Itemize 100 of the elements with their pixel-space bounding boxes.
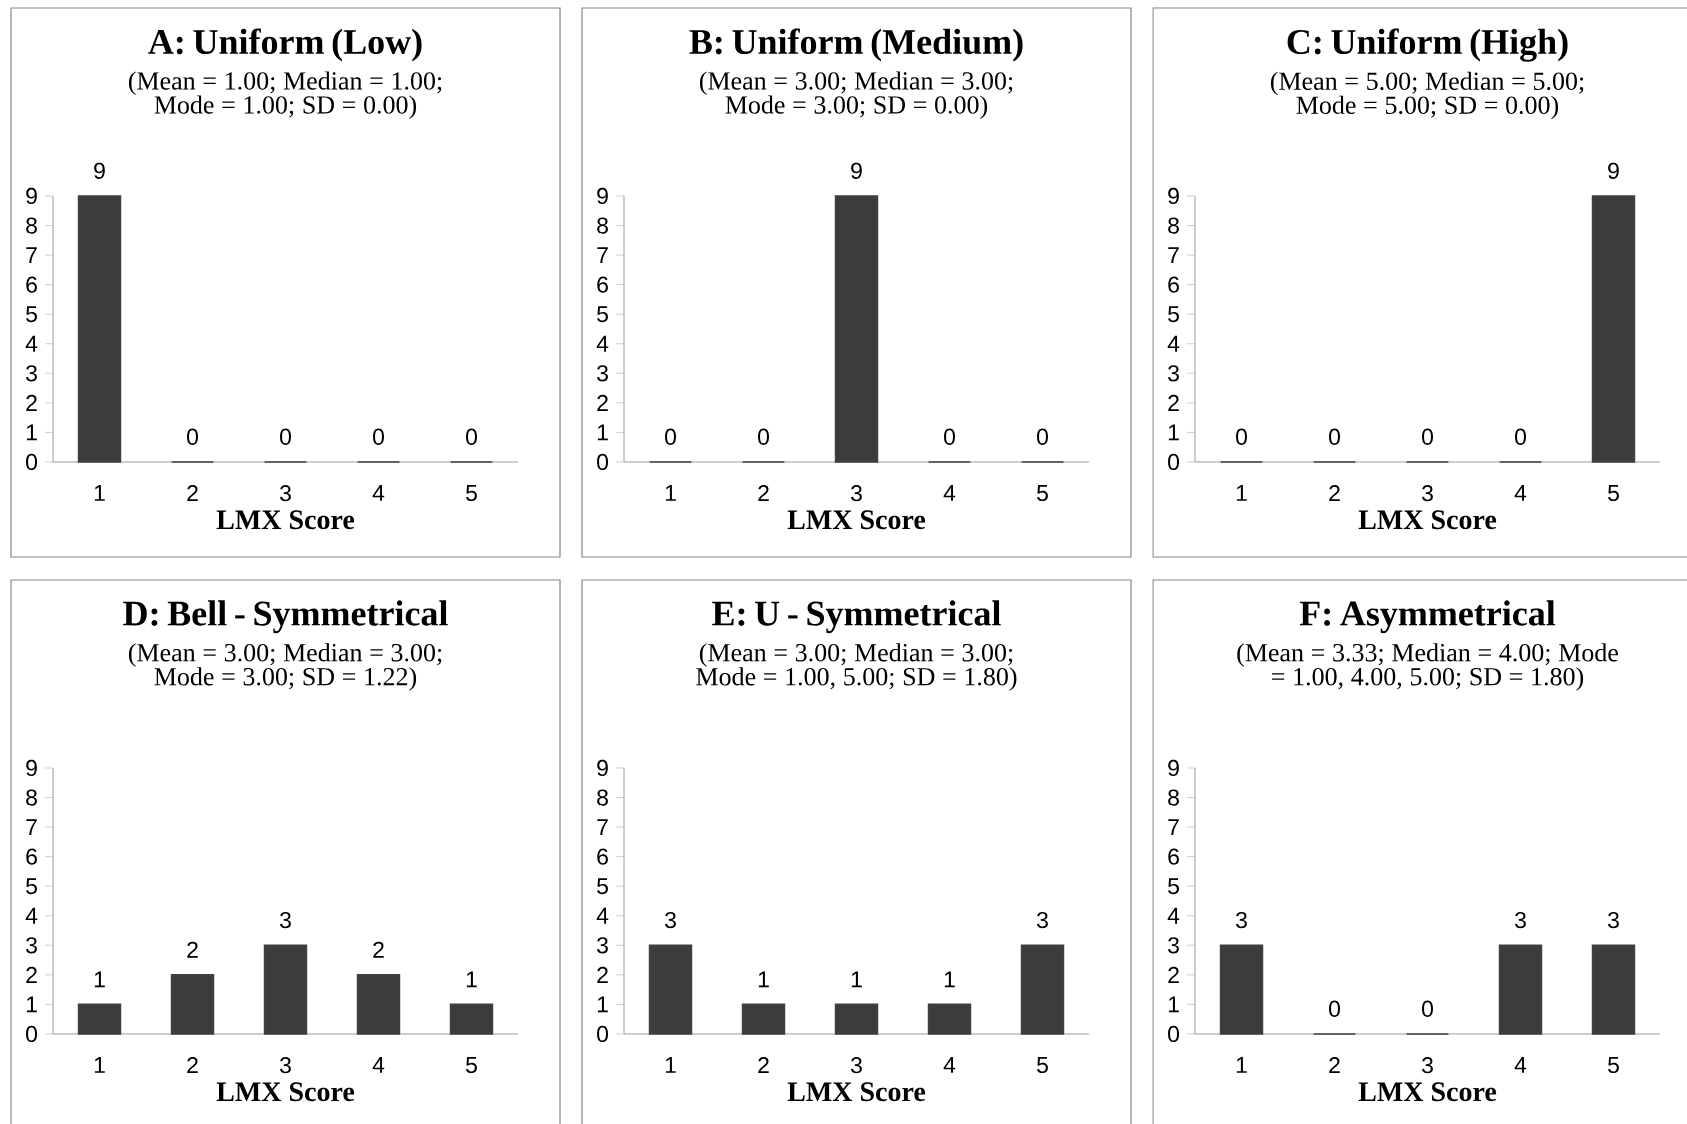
x-tick-label: 4: [372, 485, 385, 501]
x-tick-label: 3: [850, 1057, 862, 1074]
y-tick-label: 5: [597, 306, 608, 323]
y-tick-label: 7: [26, 247, 37, 264]
x-tick-label: 4: [1514, 485, 1527, 501]
y-tick-label: 0: [597, 1025, 609, 1043]
y-tick-label: 4: [1167, 335, 1180, 352]
chart-subtitle: (Mean = 3.33; Median = 4.00; Mode = 1.00, 4.00, 5.00; SD = 1.80): [1237, 643, 1618, 691]
x-tick-label: 5: [466, 1057, 477, 1074]
y-tick-label: 1: [597, 424, 608, 441]
x-tick-label: 3: [1421, 485, 1433, 502]
y-tick-label: 8: [1168, 217, 1179, 234]
y-tick-label: 5: [1168, 306, 1179, 323]
y-tick-label: 2: [26, 966, 37, 983]
x-tick-label: 5: [1037, 1057, 1048, 1074]
bar: [170, 974, 215, 1035]
data-label: 1: [851, 971, 862, 988]
chart-title: D: Bell - Symmetrical: [123, 600, 448, 634]
x-tick-label: 2: [187, 1057, 198, 1074]
y-tick-label: 7: [597, 819, 608, 835]
y-tick-label: 4: [25, 907, 38, 924]
y-tick-label: 9: [26, 187, 37, 205]
x-axis-title: LMX Score: [1358, 510, 1497, 530]
data-label: 0: [1329, 1000, 1340, 1017]
x-tick-label: 5: [1037, 485, 1048, 502]
data-label: 2: [373, 941, 384, 958]
x-axis-title: LMX Score: [216, 1082, 355, 1102]
y-tick-label: 9: [1168, 759, 1179, 777]
x-tick-label: 1: [1236, 1057, 1247, 1073]
data-label: 0: [1037, 428, 1048, 445]
y-tick-label: 1: [597, 996, 608, 1013]
y-tick-label: 9: [26, 759, 37, 777]
x-axis-title: LMX Score: [787, 1082, 926, 1102]
x-tick-label: 1: [665, 1057, 676, 1073]
data-label: 3: [1514, 911, 1526, 929]
y-tick-label: 7: [26, 819, 37, 835]
x-tick-label: 3: [279, 485, 291, 502]
bar: [449, 1003, 494, 1035]
x-axis-title: LMX Score: [1358, 1082, 1497, 1102]
y-tick-label: 4: [25, 335, 38, 352]
x-tick-label: 3: [279, 1057, 291, 1074]
data-label: 0: [373, 428, 384, 445]
y-tick-label: 3: [1168, 365, 1179, 382]
y-tick-label: 7: [1168, 247, 1179, 264]
x-axis-title: LMX Score: [216, 510, 355, 530]
y-tick-label: 9: [597, 187, 608, 205]
x-tick-label: 2: [1329, 1057, 1340, 1074]
data-label: 3: [1036, 911, 1048, 929]
chart-title: B: Uniform (Medium): [689, 28, 1023, 62]
y-tick-label: 3: [597, 365, 608, 382]
y-tick-label: 5: [597, 878, 608, 895]
x-axis-title: LMX Score: [787, 510, 926, 530]
data-label: 1: [94, 971, 105, 988]
y-tick-label: 4: [596, 335, 609, 352]
data-label: 1: [466, 971, 477, 988]
data-label: 0: [466, 428, 477, 445]
data-label: 3: [279, 911, 291, 929]
y-tick-label: 4: [596, 907, 609, 924]
x-tick-label: 2: [758, 1057, 769, 1074]
data-label: 0: [1515, 428, 1526, 445]
x-tick-label: 4: [1514, 1057, 1527, 1073]
x-tick-label: 4: [372, 1057, 385, 1073]
y-tick-label: 6: [597, 276, 608, 293]
y-tick-label: 0: [597, 453, 609, 471]
chart-title: E: U - Symmetrical: [712, 600, 1001, 634]
chart-subtitle: (Mean = 3.00; Median = 3.00; Mode = 1.00, 5.00; SD = 1.80): [696, 643, 1017, 691]
y-tick-label: 2: [597, 966, 608, 983]
y-tick-label: 8: [26, 217, 37, 234]
data-label: 2: [187, 941, 198, 958]
data-label: 0: [944, 428, 955, 445]
y-tick-label: 2: [26, 394, 37, 411]
y-tick-label: 3: [1168, 937, 1179, 954]
data-label: 0: [1422, 1000, 1433, 1017]
y-tick-label: 6: [1168, 848, 1179, 865]
y-tick-label: 3: [26, 937, 37, 954]
y-tick-label: 7: [1168, 819, 1179, 835]
y-tick-label: 3: [597, 937, 608, 954]
y-tick-label: 0: [1168, 1025, 1180, 1043]
y-tick-label: 0: [26, 453, 38, 471]
x-tick-label: 3: [850, 485, 862, 502]
x-tick-label: 5: [466, 485, 477, 502]
y-tick-label: 3: [26, 365, 37, 382]
y-tick-label: 1: [26, 996, 37, 1013]
y-tick-label: 6: [26, 276, 37, 293]
x-tick-label: 5: [1608, 485, 1619, 502]
data-label: 3: [1235, 911, 1247, 929]
data-label: 0: [1236, 428, 1247, 445]
bar: [356, 974, 401, 1035]
chart-subtitle: (Mean = 3.00; Median = 3.00; Mode = 3.00; SD = 1.22): [128, 643, 442, 691]
bar: [77, 1003, 122, 1035]
x-tick-label: 2: [187, 485, 198, 502]
y-tick-label: 2: [1168, 394, 1179, 411]
y-tick-label: 7: [597, 247, 608, 264]
data-label: 0: [1329, 428, 1340, 445]
chart-title: F: Asymmetrical: [1299, 600, 1556, 634]
y-tick-label: 1: [1168, 996, 1179, 1013]
x-tick-label: 1: [94, 1057, 105, 1073]
y-tick-label: 9: [597, 759, 608, 777]
data-label: 1: [758, 971, 769, 988]
y-tick-label: 1: [26, 424, 37, 441]
